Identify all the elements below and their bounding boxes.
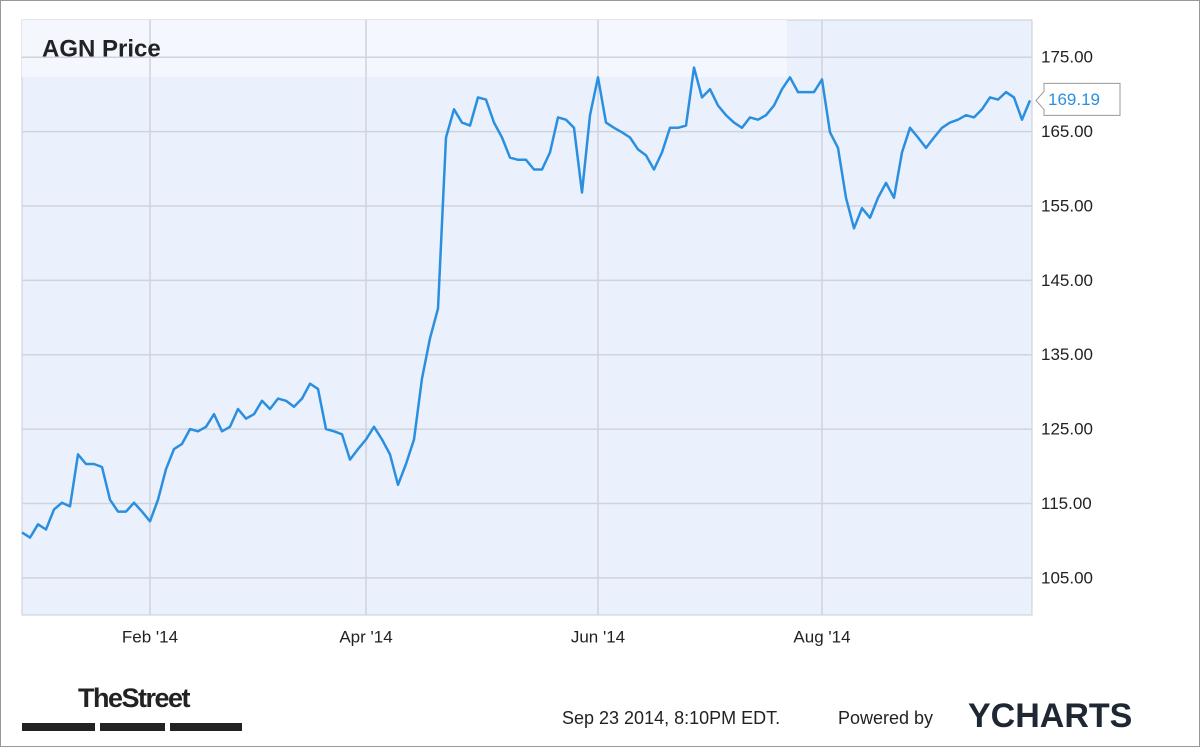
- grid: [22, 20, 1032, 615]
- credit: Powered by: [838, 708, 933, 728]
- marks: [21, 66, 1032, 539]
- timestamp: Sep 23 2014, 8:10PM EDT.: [562, 708, 780, 728]
- x-tick-label: Aug '14: [793, 627, 850, 646]
- y-tick-label: 115.00: [1041, 494, 1092, 513]
- price-line: [21, 66, 1032, 539]
- x-tick-label: Feb '14: [122, 627, 178, 646]
- y-tick-label: 165.00: [1041, 122, 1093, 141]
- chart-title: AGN Price: [42, 35, 161, 62]
- y-tick-label: 155.00: [1041, 196, 1093, 215]
- last-value-callout: [1035, 82, 1121, 116]
- logo-bar: [22, 723, 95, 731]
- last-value-label: 169.19: [1048, 90, 1100, 109]
- y-tick-label: 175.00: [1041, 48, 1093, 67]
- brand: YCHARTS: [968, 697, 1132, 735]
- y-tick-label: 145.00: [1041, 271, 1093, 290]
- y-tick-label: 135.00: [1041, 345, 1093, 364]
- y-tick-label: 125.00: [1041, 420, 1093, 439]
- x-tick-label: Jun '14: [571, 627, 625, 646]
- y-tick-label: 105.00: [1041, 568, 1093, 587]
- plot-area: [21, 19, 1033, 616]
- logo-bar: [100, 723, 165, 731]
- logo-bar: [170, 723, 242, 731]
- x-tick-label: Apr '14: [339, 627, 392, 646]
- source-logo: TheStreet: [78, 683, 191, 713]
